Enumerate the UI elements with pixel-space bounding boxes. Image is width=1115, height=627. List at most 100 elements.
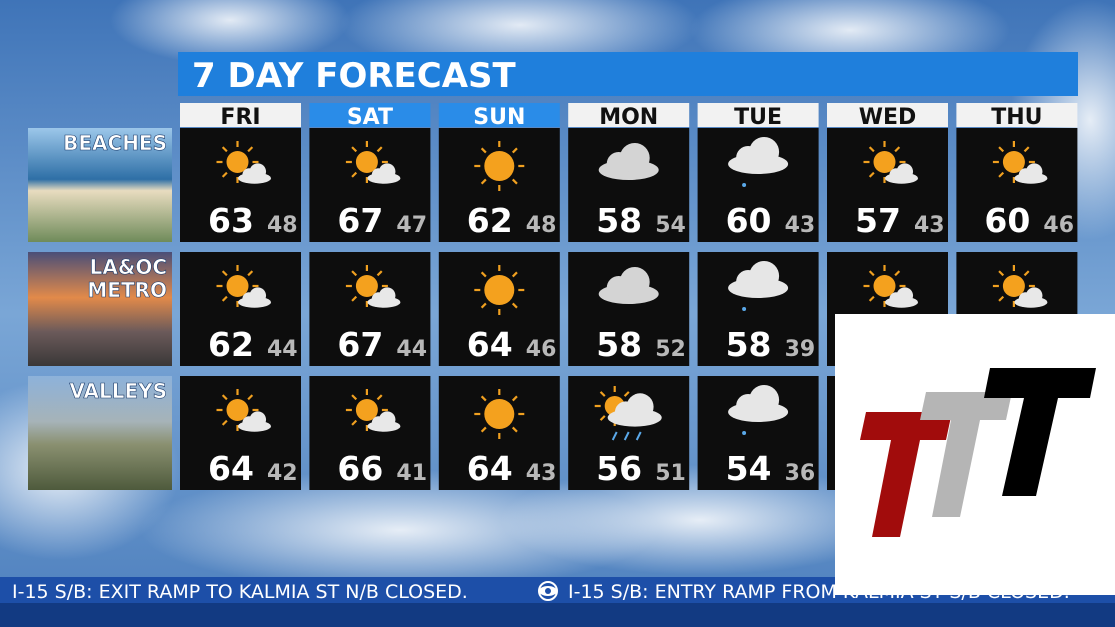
sun-ray [351,394,358,401]
cloud [896,287,914,304]
forecast-cell [309,128,431,242]
sun [226,399,249,421]
sun-ray [998,295,1005,302]
region-photo [28,252,172,366]
weather-icon [345,265,401,308]
sun-ray [599,415,606,421]
day-header [309,103,431,127]
sun-ray [480,395,487,402]
sun-ray [221,270,228,277]
low-temp: 48 [526,213,557,238]
sun-ray [376,394,383,401]
weather-icon [345,141,401,184]
weather-icon [992,265,1048,308]
cloud [749,137,780,167]
sun [355,275,378,297]
sun-ray [376,146,383,153]
cbs-logo [538,581,558,601]
title: 7 DAY FORECAST [192,56,517,96]
high-temp: 58 [596,201,642,240]
cloud [619,143,650,173]
high-temp: 60 [726,201,772,240]
high-temp: 62 [208,325,254,364]
sun-ray [351,419,358,426]
sun [226,151,249,173]
low-temp: 46 [1043,213,1074,238]
day-label: SAT [347,105,393,130]
cloud [378,287,396,304]
sun-ray [894,146,901,153]
sun [873,275,896,297]
sun [873,151,896,173]
sun-ray [998,171,1005,178]
weather-icon [863,265,918,308]
high-temp: 57 [855,201,901,240]
high-temp: 58 [726,325,772,364]
weather-icon [474,265,525,315]
low-temp: 44 [396,337,427,362]
forecast-cell [309,376,431,490]
cloud [749,385,780,415]
region-label: METRO [87,278,167,302]
sun-ray [221,146,228,153]
low-temp: 43 [526,461,557,486]
sun-ray [1023,146,1030,153]
low-temp: 46 [526,337,557,362]
sun [1002,275,1025,297]
high-temp: 67 [337,325,383,364]
sun-ray [351,171,358,178]
low-temp: 43 [785,213,816,238]
sun-ray [1023,270,1030,277]
sun-ray [480,147,487,154]
forecast-cell [180,376,301,490]
rain-drop [611,431,618,441]
cloud [1025,163,1043,180]
low-temp: 52 [655,337,686,362]
day-header [697,103,819,127]
sun-ray [511,302,518,309]
cloud [378,411,396,428]
weather-icon [728,261,789,311]
weather-icon [728,137,789,187]
sun [1002,151,1025,173]
weather-icon [345,389,401,432]
high-temp: 54 [726,449,772,488]
day-header [956,103,1078,127]
day-header [568,103,690,127]
forecast-cell [180,252,301,366]
weather-icon [728,385,789,435]
low-temp: 43 [914,213,945,238]
cloud [749,261,780,291]
sun-ray [376,270,383,277]
region-photo [28,128,172,242]
region-label: VALLEYS [69,379,167,403]
sun-ray [998,146,1005,153]
cloud [1025,287,1043,304]
weather-icon [216,265,271,308]
low-temp: 44 [267,337,298,362]
weather-icon [474,389,525,439]
region-photo [28,376,172,490]
day-header [827,103,948,127]
cloud [249,163,267,180]
region-label: BEACHES [63,131,167,155]
day-label: THU [991,105,1042,130]
cloud [249,411,267,428]
cloud [619,267,650,297]
high-temp: 64 [467,449,513,488]
day-label: SUN [473,105,525,130]
forecast-cell [827,128,948,242]
forecast-cell [956,128,1078,242]
sun-ray [247,394,254,401]
high-temp: 60 [984,201,1030,240]
sun-ray [480,426,487,433]
rain-drop [742,431,747,435]
high-temp: 66 [337,449,383,488]
weather-icon [863,141,918,184]
weather-icon [216,389,271,432]
rain-drop [742,183,747,187]
low-temp: 42 [267,461,298,486]
high-temp: 64 [467,325,513,364]
high-temp: 56 [596,449,642,488]
low-temp: 48 [267,213,298,238]
